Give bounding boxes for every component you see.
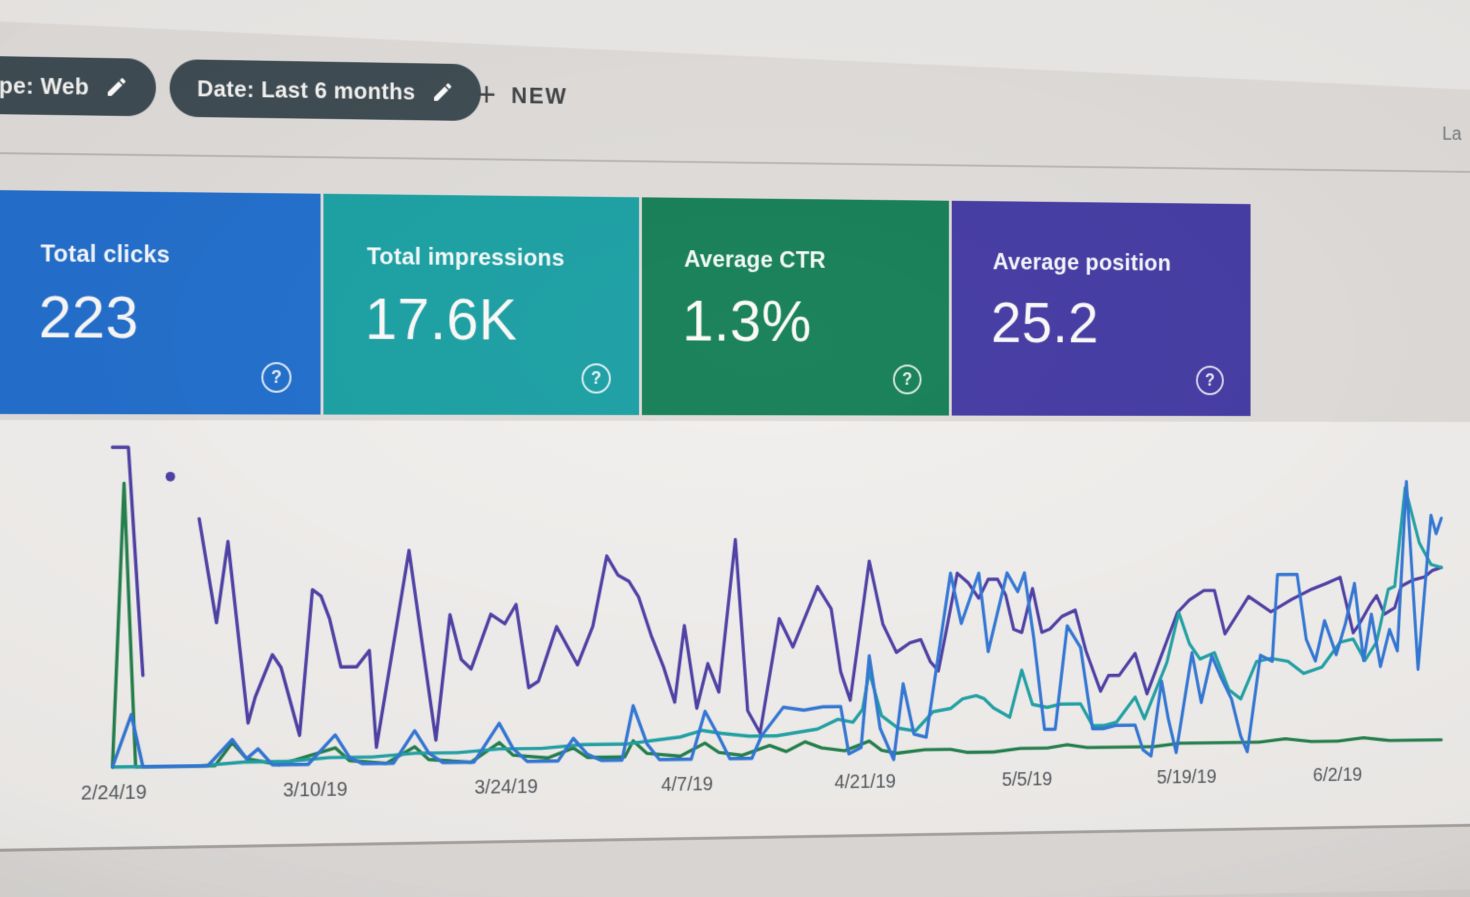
help-glyph: ? xyxy=(902,369,913,389)
card-label: Average position xyxy=(992,249,1171,277)
plus-icon: + xyxy=(477,76,497,114)
help-icon[interactable]: ? xyxy=(892,364,922,395)
new-button-label: NEW xyxy=(511,81,568,109)
card-label: Average CTR xyxy=(684,246,826,274)
card-value: 25.2 xyxy=(990,290,1099,355)
help-icon[interactable]: ? xyxy=(581,363,611,394)
search-type-filter-chip[interactable]: type: Web xyxy=(0,53,156,117)
metric-card-total-clicks[interactable]: Total clicks 223 ? xyxy=(0,190,321,415)
filter-bar-divider xyxy=(0,152,1470,173)
edit-pencil-icon xyxy=(433,83,451,102)
x-axis-label: 3/10/19 xyxy=(282,778,348,802)
help-icon[interactable]: ? xyxy=(1196,365,1224,396)
x-axis-label: 6/2/19 xyxy=(1312,764,1363,786)
card-label: Total clicks xyxy=(40,240,170,269)
card-value: 17.6K xyxy=(364,285,518,353)
help-glyph: ? xyxy=(1205,370,1215,390)
card-label: Total impressions xyxy=(366,243,565,272)
metric-card-average-position[interactable]: Average position 25.2 ? xyxy=(951,200,1251,417)
series-line-position xyxy=(199,515,1441,749)
x-axis-label: 2/24/19 xyxy=(81,781,147,805)
performance-chart: 2/24/19 3/10/19 3/24/19 4/7/19 4/21/19 5/5/19… xyxy=(70,444,1441,809)
x-axis-label: 4/21/19 xyxy=(834,771,896,794)
x-axis-label: 5/5/19 xyxy=(1001,768,1053,791)
metric-card-total-impressions[interactable]: Total impressions 17.6K ? xyxy=(323,193,640,416)
card-value: 223 xyxy=(38,283,139,351)
edit-pencil-icon xyxy=(108,78,127,97)
help-icon[interactable]: ? xyxy=(261,362,292,393)
help-glyph: ? xyxy=(591,368,602,388)
chart-panel: 2/24/19 3/10/19 3/24/19 4/7/19 4/21/19 5/5/19… xyxy=(0,420,1470,852)
card-value: 1.3% xyxy=(682,288,812,354)
new-filter-button[interactable]: + NEW xyxy=(477,76,568,114)
date-range-filter-chip[interactable]: Date: Last 6 months xyxy=(169,59,481,122)
top-right-cropped-text: La xyxy=(1442,123,1462,145)
help-glyph: ? xyxy=(271,367,282,387)
x-axis-label: 4/7/19 xyxy=(661,773,714,796)
date-range-chip-label: Date: Last 6 months xyxy=(197,74,416,104)
chart-plot-area xyxy=(70,444,1441,771)
x-axis-label: 5/19/19 xyxy=(1156,766,1217,789)
x-axis-label: 3/24/19 xyxy=(474,776,538,799)
metric-cards-row: Total clicks 223 ? Total impressions 17.… xyxy=(0,190,1251,417)
search-type-chip-label: type: Web xyxy=(0,71,90,100)
x-axis: 2/24/19 3/10/19 3/24/19 4/7/19 4/21/19 5/5/19… xyxy=(70,763,1441,808)
metric-card-average-ctr[interactable]: Average CTR 1.3% ? xyxy=(641,197,949,416)
series-dot-position xyxy=(165,471,176,482)
